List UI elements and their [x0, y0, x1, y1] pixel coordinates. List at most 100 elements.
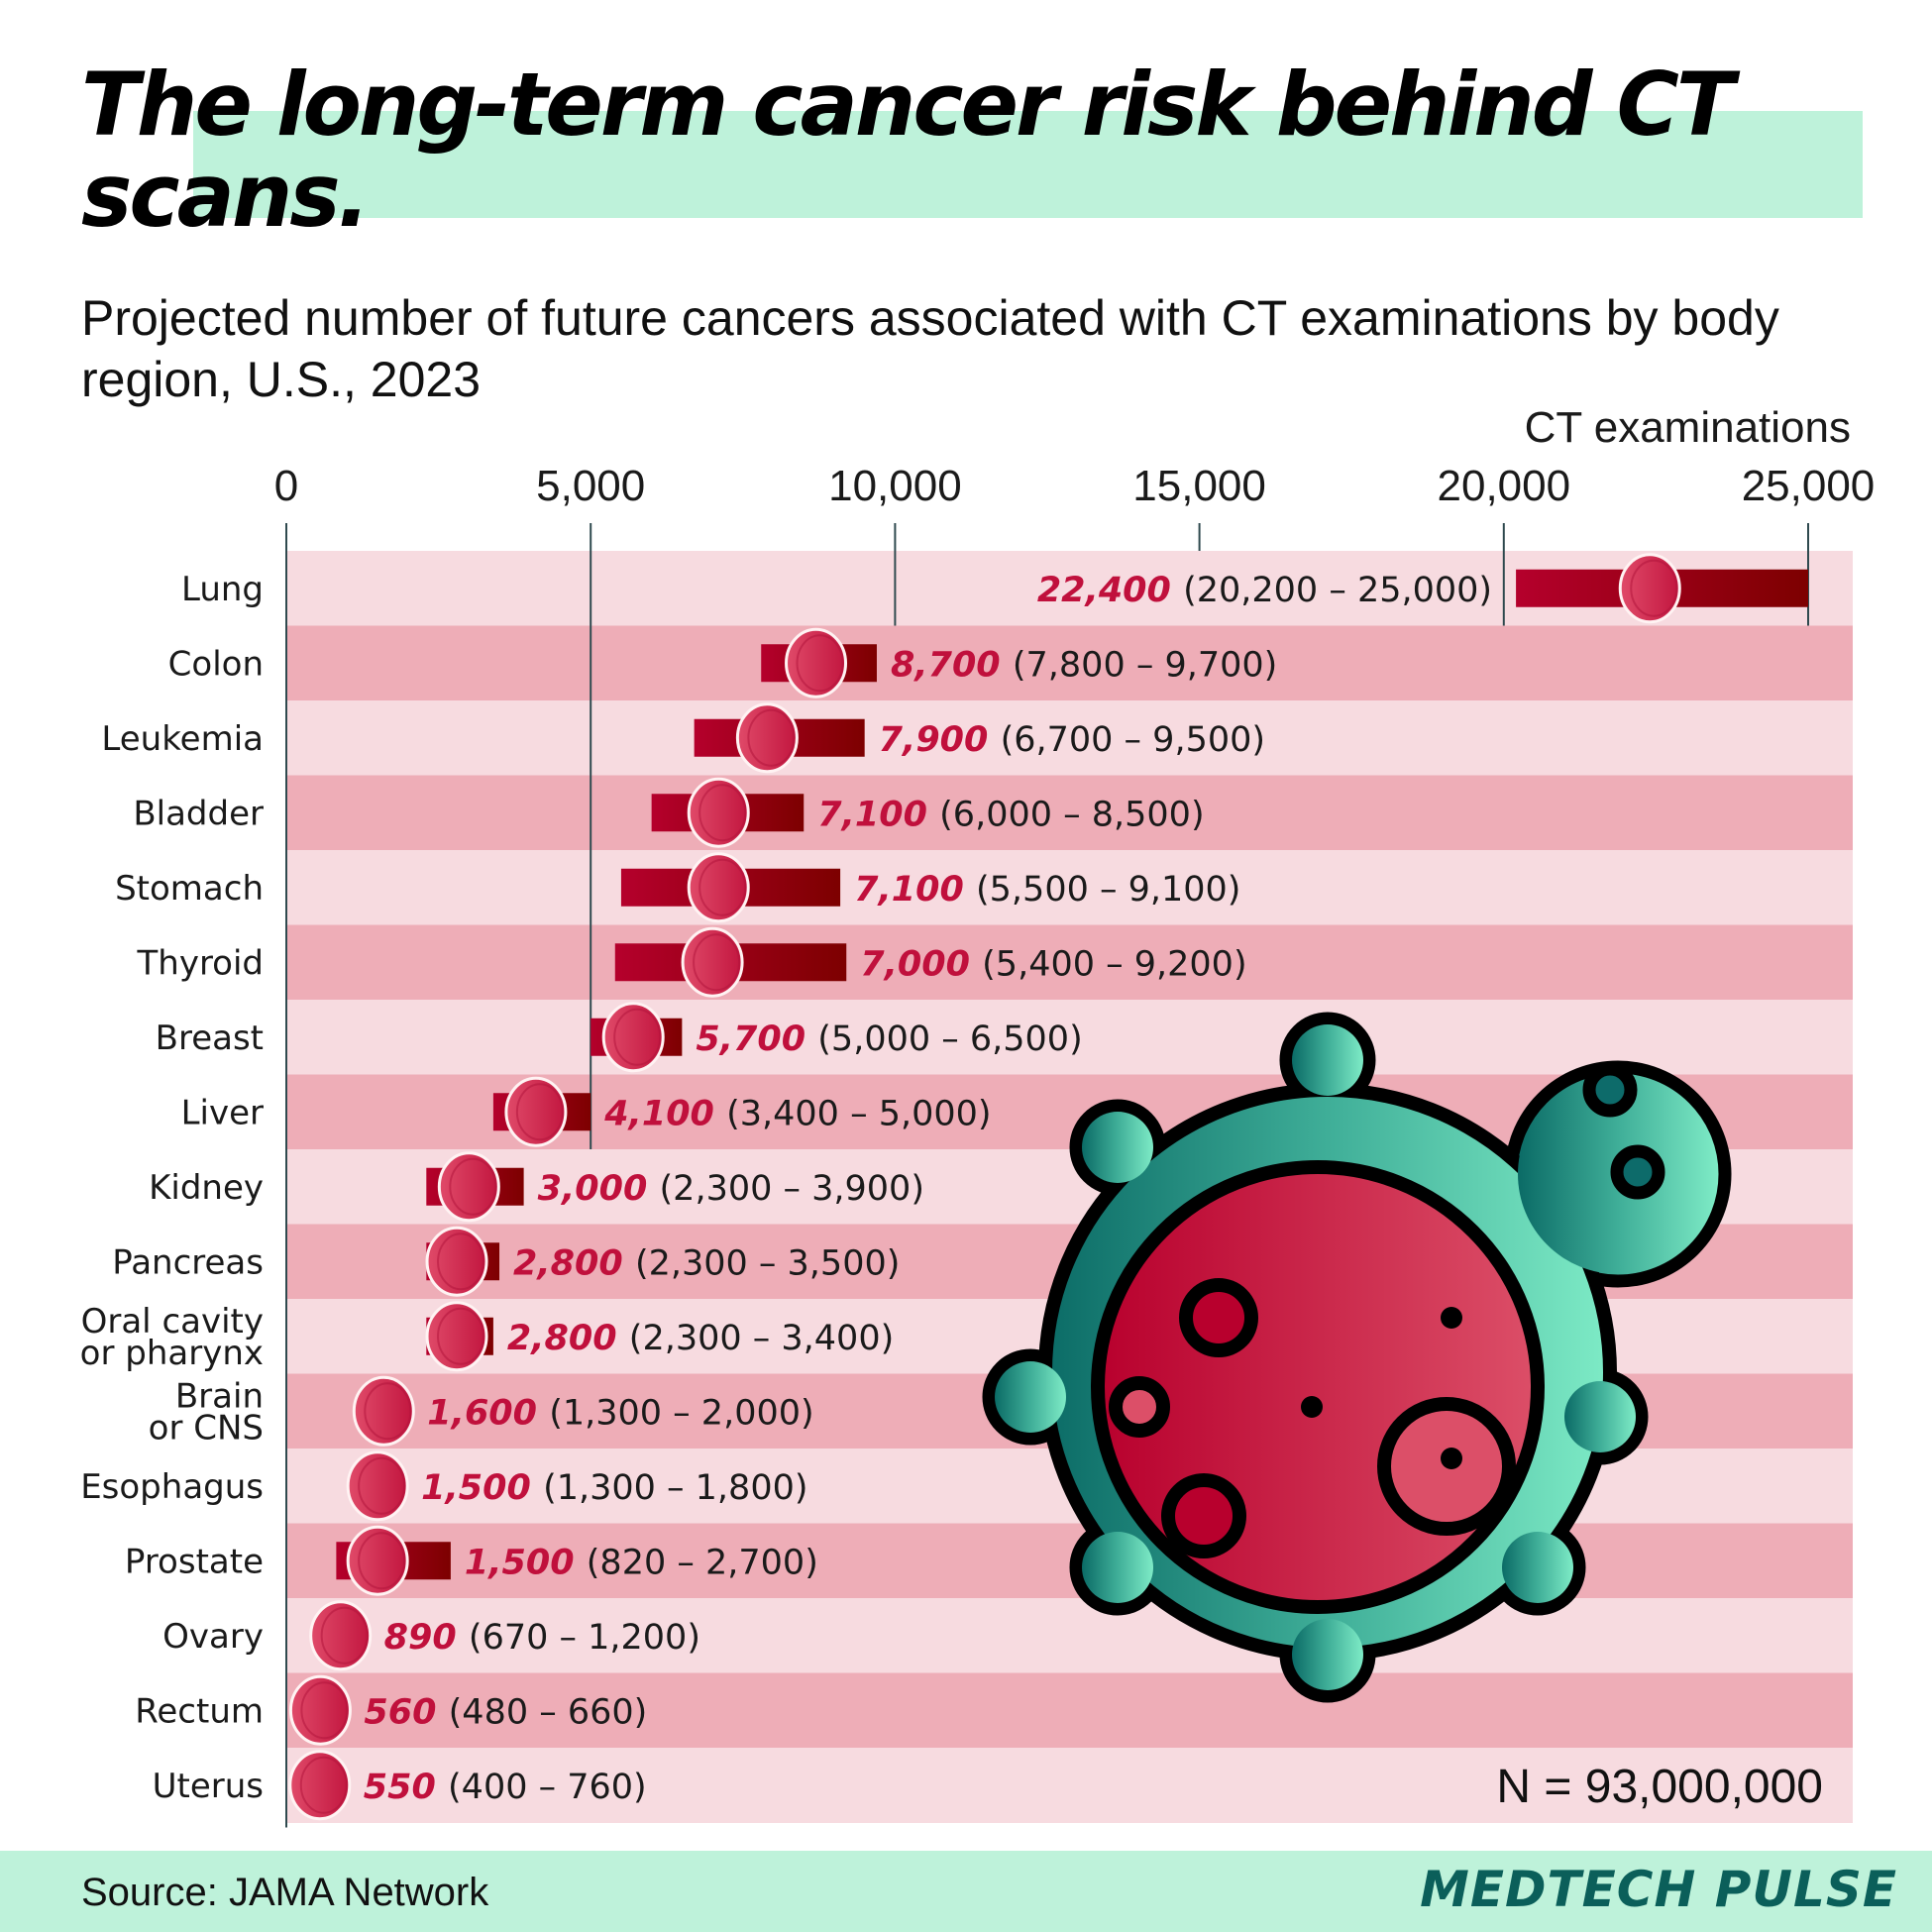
range-label: (5,500 – 9,100) [976, 870, 1240, 910]
data-marks [288, 553, 1808, 1821]
estimate-dot [352, 1375, 415, 1447]
category-label: Stomach [115, 869, 264, 909]
value-label: 8,700 [891, 645, 1013, 685]
estimate-dot [288, 1750, 352, 1821]
data-label: 2,800 (2,300 – 3,400) [507, 1319, 894, 1358]
x-tick-label: 5,000 [536, 462, 645, 510]
range-label: (2,300 – 3,900) [660, 1169, 924, 1209]
estimate-dot [288, 1674, 352, 1746]
estimate-dot [681, 926, 744, 998]
estimate-dot-inner [358, 1532, 406, 1590]
source-credit: Source: JAMA Network [81, 1871, 489, 1914]
estimate-dot [346, 1450, 409, 1522]
data-label: 1,500 (820 – 2,700) [465, 1543, 818, 1582]
category-label: Kidney [149, 1168, 264, 1208]
row-band [286, 1672, 1853, 1749]
row-band [286, 1000, 1853, 1075]
range-label: (5,400 – 9,200) [982, 944, 1246, 984]
estimate-dot-inner [693, 933, 741, 992]
range-label: (670 – 1,200) [469, 1618, 700, 1658]
category-label: Rectum [135, 1691, 264, 1731]
value-label: 2,800 [513, 1243, 635, 1283]
range-label: (480 – 660) [449, 1692, 648, 1732]
row-band [286, 700, 1853, 776]
value-label: 890 [384, 1618, 469, 1658]
estimate-dot [687, 777, 750, 848]
range-label: (1,300 – 2,000) [549, 1393, 813, 1433]
value-label: 7,100 [854, 870, 976, 910]
value-label: 2,800 [507, 1319, 629, 1358]
value-label: 4,100 [603, 1094, 726, 1133]
value-label: 22,400 [1037, 571, 1183, 610]
estimate-dot-inner [320, 1606, 369, 1664]
estimate-dot [785, 627, 848, 698]
range-label: (3,400 – 5,000) [726, 1094, 991, 1133]
estimate-dot-inner [437, 1233, 485, 1291]
range-label: (6,000 – 8,500) [939, 795, 1204, 834]
estimate-dot-inner [796, 634, 844, 693]
estimate-dot-inner [299, 1756, 348, 1814]
value-label: 550 [364, 1768, 448, 1807]
range-label: (7,800 – 9,700) [1013, 645, 1277, 685]
data-label: 7,100 (6,000 – 8,500) [817, 795, 1204, 834]
row-band [286, 1523, 1853, 1599]
category-label: Lung [181, 570, 264, 609]
estimate-dot-inner [1630, 559, 1678, 617]
data-label: 550 (400 – 760) [364, 1768, 647, 1807]
data-label: 7,900 (6,700 – 9,500) [879, 720, 1265, 760]
data-label: 7,100 (5,500 – 9,100) [854, 870, 1240, 910]
category-label: Uterus [153, 1767, 264, 1806]
range-label: (1,300 – 1,800) [543, 1468, 807, 1508]
page-title: The long-term cancer risk behind CT scan… [81, 54, 1735, 247]
category-label: Esophagus [80, 1467, 264, 1507]
category-label: Liver [181, 1093, 264, 1132]
x-tick-label: 0 [274, 462, 298, 510]
category-label: Colon [168, 644, 264, 684]
data-label: 2,800 (2,300 – 3,500) [513, 1243, 900, 1283]
estimate-dot [309, 1600, 373, 1671]
category-label: Prostate [125, 1542, 264, 1581]
estimate-dot [504, 1076, 568, 1147]
range-label: (20,200 – 25,000) [1183, 571, 1492, 610]
value-label: 560 [364, 1692, 448, 1732]
data-label: 890 (670 – 1,200) [384, 1618, 700, 1658]
data-label: 560 (480 – 660) [364, 1692, 647, 1732]
data-label: 8,700 (7,800 – 9,700) [891, 645, 1277, 685]
x-tick-label: 20,000 [1438, 462, 1571, 510]
category-label: Leukemia [101, 719, 264, 759]
data-label: 22,400 (20,200 – 25,000) [1037, 571, 1492, 610]
category-label: Pancreas [112, 1242, 264, 1282]
estimate-dot [346, 1525, 409, 1596]
range-label: (820 – 2,700) [587, 1543, 818, 1582]
category-label: Brain or CNS [149, 1376, 264, 1448]
category-label: Ovary [162, 1617, 264, 1657]
estimate-dot-inner [300, 1681, 349, 1740]
data-label: 5,700 (5,000 – 6,500) [696, 1020, 1082, 1059]
estimate-dot [437, 1151, 500, 1223]
x-axis-title: CT examinations [1524, 403, 1851, 452]
category-labels: Lung Colon Leukemia Bladder Stomach Thyroid Br… [80, 570, 264, 1806]
row-band [286, 924, 1853, 1001]
data-labels: 22,400 (20,200 – 25,000) 8,700 (7,800 – 9… [364, 571, 1492, 1807]
x-axis-ticks: 0 5,000 10,000 15,000 20,000 25,000 [274, 462, 1876, 510]
category-label: Oral cavity or pharynx [80, 1302, 264, 1373]
data-label: 4,100 (3,400 – 5,000) [603, 1094, 991, 1133]
range-label: (6,700 – 9,500) [1001, 720, 1265, 760]
row-band [286, 850, 1853, 925]
estimate-dot-inner [698, 858, 747, 916]
value-label: 7,900 [879, 720, 1001, 760]
estimate-dot-inner [358, 1456, 406, 1515]
estimate-dot [735, 702, 799, 774]
value-label: 7,000 [860, 944, 982, 984]
data-label: 7,000 (5,400 – 9,200) [860, 944, 1246, 984]
estimate-dot-inner [698, 784, 747, 842]
range-label: (5,000 – 6,500) [817, 1020, 1082, 1059]
brand-logo: MEDTECH PULSE [1420, 1861, 1897, 1918]
estimate-dot-inner [449, 1157, 497, 1216]
x-tick-label: 15,000 [1132, 462, 1266, 510]
cancer-cell-icon [982, 1012, 1732, 1703]
category-label: Breast [156, 1019, 264, 1058]
row-band [286, 1748, 1853, 1823]
estimate-dot [1618, 553, 1681, 624]
estimate-dot-inner [613, 1008, 662, 1066]
